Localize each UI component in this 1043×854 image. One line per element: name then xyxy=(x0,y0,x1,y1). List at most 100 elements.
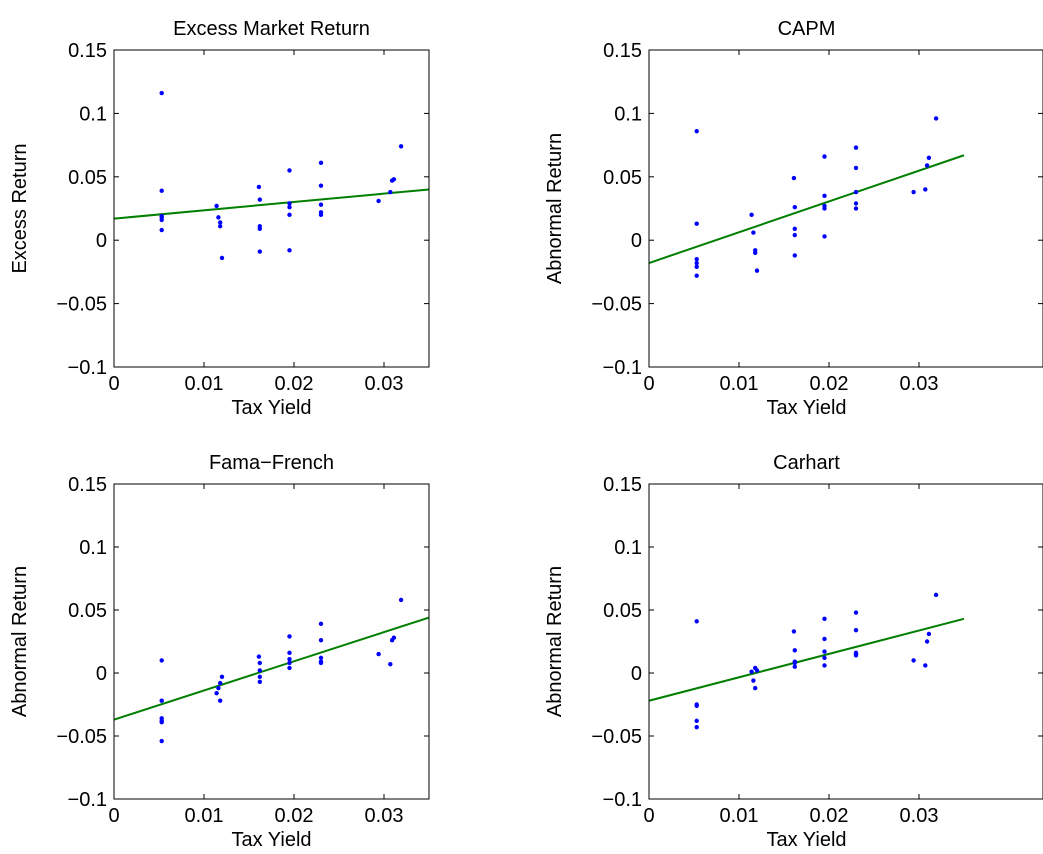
y-tick-label: 0 xyxy=(96,230,107,252)
y-axis-label: Abnormal Return xyxy=(544,566,566,717)
x-tick-label: 0 xyxy=(643,805,654,827)
data-point xyxy=(388,661,393,667)
y-tick-label: 0.05 xyxy=(68,600,107,622)
data-point xyxy=(287,650,292,656)
data-point xyxy=(853,206,859,211)
data-point xyxy=(218,224,223,229)
subplot-1: 0 0.01 0.02 0.03 −0.1 −0.05 0 0.05 0.1 0.15 Excess… xyxy=(9,18,430,419)
data-point xyxy=(287,212,292,218)
data-point xyxy=(318,183,324,188)
data-point xyxy=(256,184,262,190)
data-point xyxy=(792,205,797,210)
data-point xyxy=(287,656,292,662)
x-tick-label: 0.03 xyxy=(900,805,939,827)
data-point xyxy=(822,649,827,654)
data-point xyxy=(376,651,381,657)
data-point xyxy=(694,703,699,708)
y-axis-label: Abnormal Return xyxy=(9,566,31,717)
data-point xyxy=(822,636,827,642)
data-point xyxy=(391,177,397,182)
y-tick-label: −0.1 xyxy=(603,357,642,379)
data-point xyxy=(214,203,219,209)
data-point xyxy=(822,154,827,159)
data-point xyxy=(256,654,262,659)
x-tick-label: 0 xyxy=(643,373,654,395)
data-point xyxy=(694,619,699,624)
x-axis-label: Tax Yield xyxy=(231,397,311,419)
data-point xyxy=(287,201,292,206)
data-point xyxy=(933,116,939,121)
data-point xyxy=(257,674,262,679)
chart-title: CAPM xyxy=(778,18,836,40)
data-point xyxy=(214,690,219,696)
data-point xyxy=(318,655,324,661)
data-point xyxy=(218,680,223,686)
x-tick-label: 0.02 xyxy=(275,373,314,395)
fit-line xyxy=(114,188,429,220)
data-point xyxy=(318,202,324,207)
y-tick-label: 0.15 xyxy=(68,40,107,62)
data-point xyxy=(853,165,859,171)
chart-title: Excess Market Return xyxy=(173,18,370,40)
data-point xyxy=(853,610,859,615)
x-axis-label: Tax Yield xyxy=(766,829,846,851)
data-point xyxy=(924,639,930,644)
data-point xyxy=(791,175,797,181)
data-point xyxy=(318,621,324,627)
x-tick-label: 0.02 xyxy=(810,373,849,395)
x-axis-label: Tax Yield xyxy=(766,397,846,419)
data-point xyxy=(694,260,699,266)
data-point xyxy=(159,188,164,193)
data-point xyxy=(754,668,760,673)
x-tick-label: 0.01 xyxy=(185,373,224,395)
data-point xyxy=(376,198,381,204)
y-tick-label: −0.1 xyxy=(68,357,107,379)
y-tick-label: −0.1 xyxy=(603,789,642,811)
data-point xyxy=(933,592,939,598)
data-point xyxy=(754,268,760,273)
fit-line xyxy=(649,154,965,264)
data-point xyxy=(853,145,859,150)
y-tick-label: −0.1 xyxy=(68,789,107,811)
data-point xyxy=(159,217,164,223)
data-point xyxy=(822,663,827,668)
axes-frame xyxy=(648,483,1043,800)
x-tick-label: 0.03 xyxy=(365,373,404,395)
data-point xyxy=(792,664,797,669)
data-point xyxy=(388,189,393,195)
data-point xyxy=(792,226,797,231)
data-point xyxy=(287,168,292,173)
data-point xyxy=(287,665,292,671)
data-point xyxy=(694,273,699,278)
data-point xyxy=(792,253,797,258)
data-point xyxy=(792,660,797,666)
x-tick-label: 0.01 xyxy=(720,805,759,827)
y-tick-label: 0.1 xyxy=(79,103,107,125)
data-point xyxy=(911,658,916,663)
data-point xyxy=(694,724,699,730)
data-point xyxy=(219,255,225,261)
data-point xyxy=(287,660,292,666)
data-point xyxy=(287,205,292,210)
data-point xyxy=(257,226,262,231)
y-tick-label: 0.05 xyxy=(603,600,642,622)
data-point xyxy=(694,257,699,262)
data-point xyxy=(911,189,916,195)
y-tick-label: 0 xyxy=(96,663,107,685)
data-point xyxy=(822,206,827,211)
data-point xyxy=(749,212,754,218)
y-tick-label: −0.05 xyxy=(591,726,642,748)
data-point xyxy=(159,658,164,663)
data-point xyxy=(287,634,292,639)
y-tick-label: 0.05 xyxy=(68,167,107,189)
data-point xyxy=(792,232,797,238)
data-point xyxy=(398,144,404,149)
data-point xyxy=(391,635,397,640)
data-point xyxy=(694,128,699,134)
data-point xyxy=(216,685,221,691)
data-point xyxy=(257,679,262,685)
data-point xyxy=(751,230,756,235)
data-point xyxy=(318,660,324,666)
y-tick-label: 0.1 xyxy=(614,537,642,559)
